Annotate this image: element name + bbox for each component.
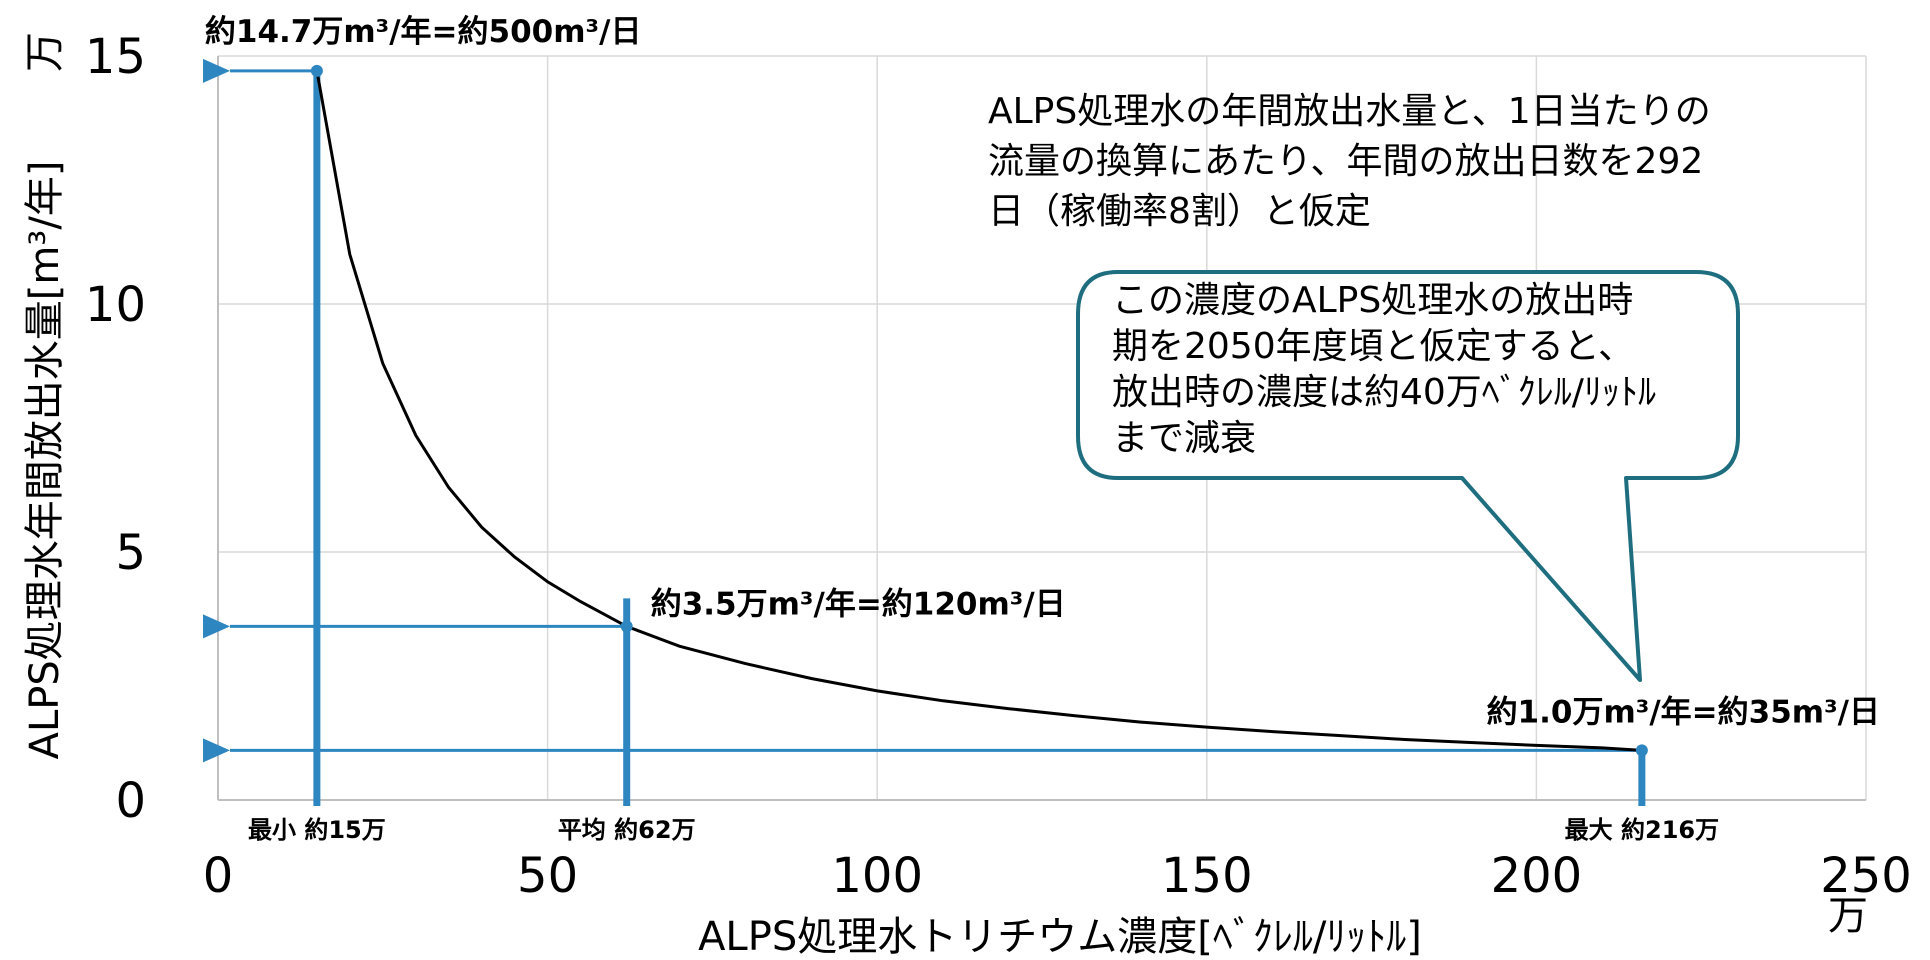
speech-bubble: この濃度のALPS処理水の放出時 期を2050年度頃と仮定すると、 放出時の濃度…	[1076, 270, 1740, 682]
bubble-line-1: この濃度のALPS処理水の放出時	[1112, 280, 1633, 321]
callout-labels: 約14.7万m³/年=約500m³/日約3.5万m³/年=約120m³/日約1.…	[205, 14, 1880, 730]
bubble-line-3: 放出時の濃度は約40万ﾍﾞｸﾚﾙ/ﾘｯﾄﾙ	[1112, 372, 1656, 413]
note-line-3: 日（稼働率8割）と仮定	[988, 191, 1371, 232]
marker-x-label-0: 最小 約15万	[248, 816, 386, 844]
y-tick-label-3: 15	[85, 29, 146, 85]
bubble-line-2: 期を2050年度頃と仮定すると、	[1112, 326, 1634, 367]
bubble-line-4: まで減衰	[1112, 418, 1256, 459]
note-line-1: ALPS処理水の年間放出水量と、1日当たりの	[988, 91, 1711, 132]
y-tick-labels: 0 5 10 15	[85, 29, 146, 829]
x-tick-labels: 0 50 100 150 200 250	[203, 848, 1912, 904]
x-tick-label-2: 100	[831, 848, 923, 904]
x-tick-label-0: 0	[203, 848, 234, 904]
axes	[217, 56, 1866, 801]
note-line-2: 流量の換算にあたり、年間の放出日数を292	[988, 141, 1703, 182]
marker-x-label-1: 平均 約62万	[558, 816, 696, 844]
x-tick-label-1: 50	[517, 848, 578, 904]
release-volume-curve	[315, 70, 1642, 752]
marker-callout-1: 約3.5万m³/年=約120m³/日	[651, 586, 1066, 622]
y-axis-unit: 万	[22, 32, 68, 72]
x-tick-label-3: 150	[1161, 848, 1253, 904]
marker-x-label-2: 最大 約216万	[1565, 816, 1719, 844]
x-tick-label-5: 250	[1820, 848, 1912, 904]
marker-point-2	[1635, 744, 1648, 757]
y-tick-label-2: 10	[85, 277, 146, 333]
speech-bubble-shape	[1076, 270, 1740, 682]
marker-lines	[203, 58, 1646, 806]
x-axis-title: ALPS処理水トリチウム濃度[ﾍﾞｸﾚﾙ/ﾘｯﾄﾙ]	[698, 914, 1422, 960]
y-axis-title: ALPS処理水年間放出水量[m³/年]	[22, 161, 68, 760]
x-tick-label-4: 200	[1491, 848, 1583, 904]
marker-point-0	[310, 64, 323, 77]
marker-points	[310, 64, 1648, 757]
marker-callout-0: 約14.7万m³/年=約500m³/日	[205, 14, 642, 50]
assumption-note: ALPS処理水の年間放出水量と、1日当たりの 流量の換算にあたり、年間の放出日数…	[988, 91, 1711, 232]
marker-callout-2: 約1.0万m³/年=約35m³/日	[1487, 694, 1880, 730]
marker-point-1	[620, 620, 633, 633]
x-axis-unit: 万	[1828, 893, 1868, 939]
x-marker-labels: 最小 約15万 平均 約62万 最大 約216万	[248, 816, 1719, 844]
y-tick-label-1: 5	[115, 525, 146, 581]
y-tick-label-0: 0	[115, 773, 146, 829]
